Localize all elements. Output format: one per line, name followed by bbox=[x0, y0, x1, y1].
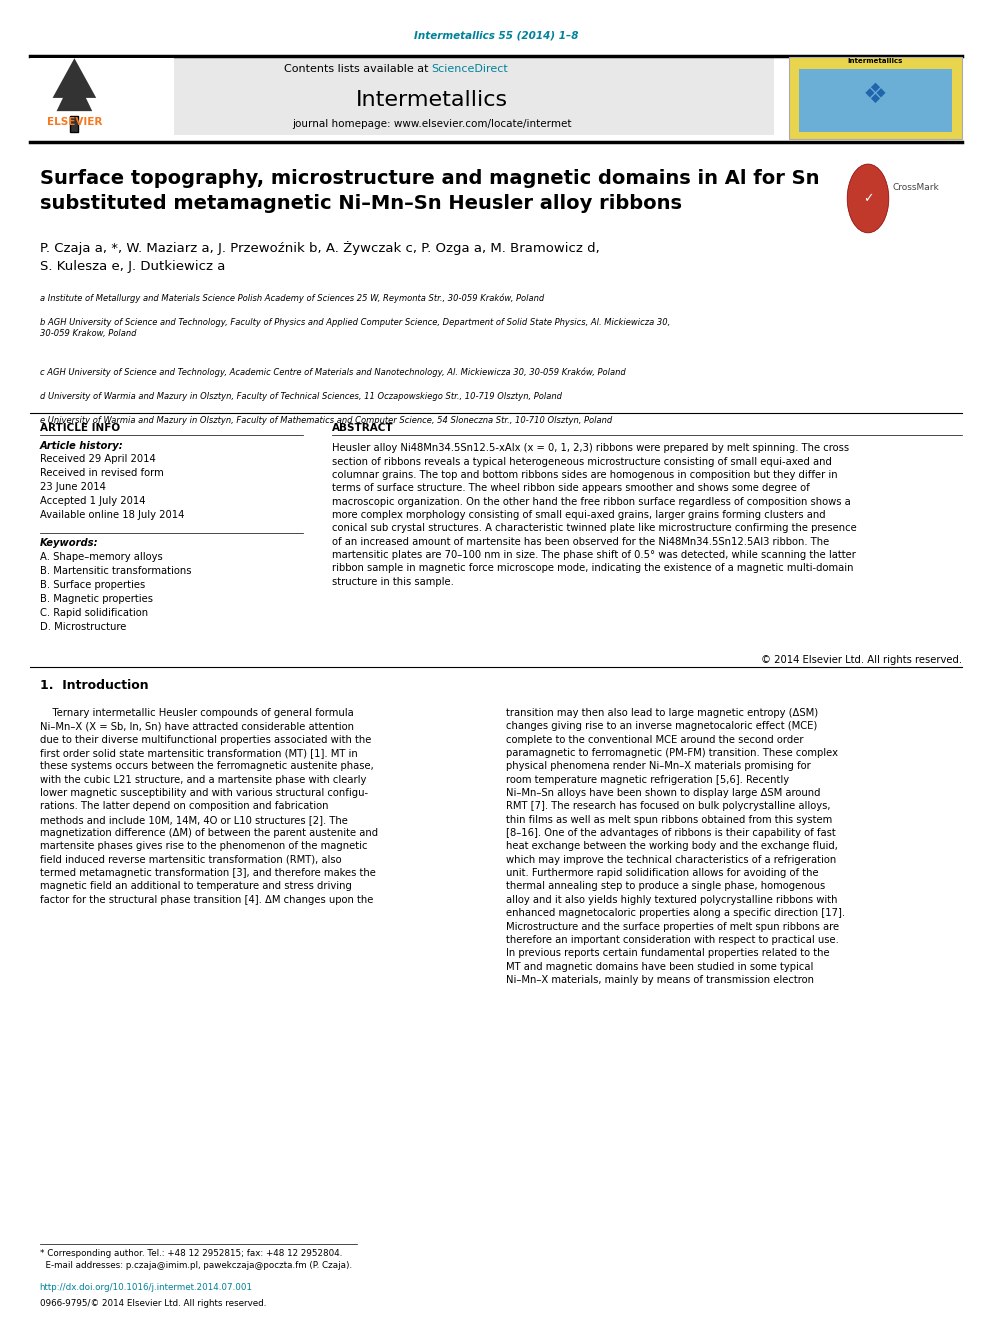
Text: http://dx.doi.org/10.1016/j.intermet.2014.07.001: http://dx.doi.org/10.1016/j.intermet.201… bbox=[40, 1283, 253, 1293]
Text: ELSEVIER: ELSEVIER bbox=[47, 116, 102, 127]
Text: Intermetallics: Intermetallics bbox=[847, 58, 903, 65]
Polygon shape bbox=[53, 58, 96, 98]
Text: ARTICLE INFO: ARTICLE INFO bbox=[40, 423, 120, 434]
Text: * Corresponding author. Tel.: +48 12 2952815; fax: +48 12 2952804.
  E-mail addr: * Corresponding author. Tel.: +48 12 295… bbox=[40, 1249, 352, 1270]
FancyBboxPatch shape bbox=[799, 69, 952, 132]
Text: Intermetallics 55 (2014) 1–8: Intermetallics 55 (2014) 1–8 bbox=[414, 30, 578, 41]
Text: 0966-9795/© 2014 Elsevier Ltd. All rights reserved.: 0966-9795/© 2014 Elsevier Ltd. All right… bbox=[40, 1299, 266, 1308]
Text: ScienceDirect: ScienceDirect bbox=[432, 64, 508, 74]
FancyBboxPatch shape bbox=[30, 58, 174, 135]
Text: 1.  Introduction: 1. Introduction bbox=[40, 679, 149, 692]
Text: a Institute of Metallurgy and Materials Science Polish Academy of Sciences 25 W,: a Institute of Metallurgy and Materials … bbox=[40, 294, 544, 303]
FancyBboxPatch shape bbox=[789, 57, 962, 139]
Text: Contents lists available at: Contents lists available at bbox=[284, 64, 432, 74]
Text: d University of Warmia and Mazury in Olsztyn, Faculty of Technical Sciences, 11 : d University of Warmia and Mazury in Ols… bbox=[40, 392, 561, 401]
Text: P. Czaja a, *, W. Maziarz a, J. Przewoźnik b, A. Żywczak c, P. Ozga a, M. Bramow: P. Czaja a, *, W. Maziarz a, J. Przewoźn… bbox=[40, 241, 599, 273]
Text: ✓: ✓ bbox=[863, 192, 873, 205]
Text: ABSTRACT: ABSTRACT bbox=[332, 423, 394, 434]
Text: c AGH University of Science and Technology, Academic Centre of Materials and Nan: c AGH University of Science and Technolo… bbox=[40, 366, 625, 377]
Text: Article history:: Article history: bbox=[40, 441, 123, 451]
Text: Surface topography, microstructure and magnetic domains in Al for Sn
substituted: Surface topography, microstructure and m… bbox=[40, 169, 819, 213]
Text: Keywords:: Keywords: bbox=[40, 538, 98, 549]
Text: Received 29 April 2014
Received in revised form
23 June 2014
Accepted 1 July 201: Received 29 April 2014 Received in revis… bbox=[40, 454, 185, 520]
Text: © 2014 Elsevier Ltd. All rights reserved.: © 2014 Elsevier Ltd. All rights reserved… bbox=[761, 655, 962, 665]
Text: Intermetallics: Intermetallics bbox=[355, 90, 508, 110]
Text: journal homepage: www.elsevier.com/locate/intermet: journal homepage: www.elsevier.com/locat… bbox=[292, 119, 571, 130]
Text: Heusler alloy Ni48Mn34.5Sn12.5-xAlx (x = 0, 1, 2,3) ribbons were prepared by mel: Heusler alloy Ni48Mn34.5Sn12.5-xAlx (x =… bbox=[332, 443, 857, 587]
Ellipse shape bbox=[847, 164, 889, 233]
Polygon shape bbox=[57, 74, 92, 111]
Text: e University of Warmia and Mazury in Olsztyn, Faculty of Mathematics and Compute: e University of Warmia and Mazury in Ols… bbox=[40, 415, 612, 425]
Text: CrossMark: CrossMark bbox=[893, 184, 939, 192]
Text: b AGH University of Science and Technology, Faculty of Physics and Applied Compu: b AGH University of Science and Technolo… bbox=[40, 318, 670, 339]
Text: ❖: ❖ bbox=[862, 81, 888, 110]
Text: Ternary intermetallic Heusler compounds of general formula
Ni–Mn–X (X = Sb, In, : Ternary intermetallic Heusler compounds … bbox=[40, 708, 378, 905]
FancyBboxPatch shape bbox=[70, 116, 78, 132]
Text: transition may then also lead to large magnetic entropy (ΔSM)
changes giving ris: transition may then also lead to large m… bbox=[506, 708, 845, 986]
FancyBboxPatch shape bbox=[30, 58, 774, 135]
Text: A. Shape–memory alloys
B. Martensitic transformations
B. Surface properties
B. M: A. Shape–memory alloys B. Martensitic tr… bbox=[40, 552, 191, 631]
